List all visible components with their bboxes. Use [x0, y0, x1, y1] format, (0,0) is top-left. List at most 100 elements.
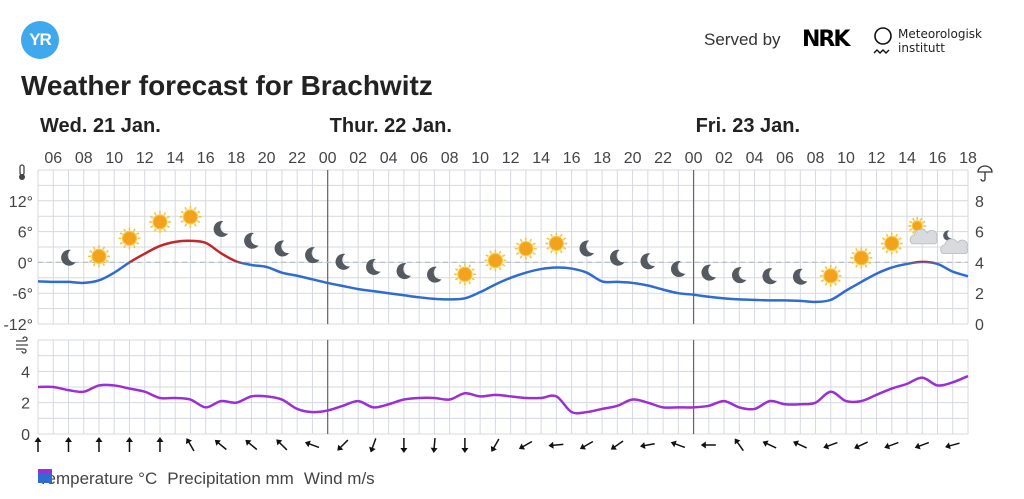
sun-ray — [909, 228, 913, 232]
sun-icon — [819, 264, 842, 287]
sun-ray — [550, 233, 554, 238]
sun-ray — [562, 237, 567, 241]
hour-label: 20 — [258, 150, 276, 167]
umbrella-shape — [977, 165, 993, 182]
yr-logo[interactable]: YR — [21, 21, 59, 59]
sun-ray — [458, 280, 462, 285]
sun-ray — [529, 255, 533, 259]
legend-wind[interactable]: Wind m/s — [38, 469, 375, 489]
sun-ray — [150, 215, 154, 219]
wind-direction-arrow-icon — [854, 441, 868, 450]
sun-ray — [546, 237, 550, 241]
sun-icon — [484, 249, 507, 272]
hour-label: 16 — [563, 150, 581, 167]
sun-icon — [118, 227, 141, 250]
sun-ray — [180, 220, 184, 224]
sun-icon — [148, 210, 171, 233]
precip-axis-tick: 8 — [975, 194, 984, 211]
hour-label: 08 — [441, 150, 459, 167]
sun-ray — [196, 210, 201, 214]
sun-ray — [471, 277, 475, 281]
arrow-head — [490, 445, 497, 452]
arrow-head — [793, 440, 800, 447]
sun-ray — [92, 246, 96, 250]
sun-ray — [824, 265, 828, 270]
grid — [37, 339, 969, 435]
moon-shape — [701, 264, 717, 281]
sun-icon — [545, 232, 568, 255]
sun-ray — [851, 261, 855, 265]
arrow-head — [276, 439, 283, 446]
sun-disc — [91, 248, 107, 264]
sun-ray — [895, 233, 898, 238]
sun-ray — [468, 280, 472, 285]
legend-precipitation[interactable]: Precipitation mm — [38, 469, 294, 489]
hour-label: 08 — [75, 150, 93, 167]
wind-direction-arrow-icon — [125, 437, 133, 452]
day-label: Fri. 23 Jan. — [696, 115, 801, 137]
wind-direction-arrow-icon — [461, 438, 469, 453]
arrow-head — [245, 439, 252, 446]
moon-icon — [640, 253, 656, 270]
sun-disc — [518, 241, 534, 257]
sun-ray — [123, 244, 127, 249]
arrow-head — [945, 442, 951, 450]
sun-ray — [550, 250, 554, 254]
sun-ray — [559, 233, 563, 238]
arrow-head — [125, 437, 133, 442]
sun-ray — [895, 250, 898, 254]
wind-direction-arrow-icon — [276, 439, 288, 451]
hour-label: 20 — [624, 150, 642, 167]
sun-disc — [823, 268, 839, 284]
nrk-logo[interactable]: NRK — [802, 27, 850, 52]
moon-icon — [762, 268, 778, 285]
moon-icon — [427, 266, 442, 283]
sun-ray — [132, 228, 136, 232]
wind-direction-arrow-icon — [95, 437, 103, 452]
wind-direction-arrow-icon — [337, 439, 349, 451]
sun-ray — [184, 206, 188, 211]
temp-axis-tick: -12° — [3, 317, 33, 334]
moon-icon — [701, 264, 717, 281]
sun-ray — [501, 254, 506, 258]
moon-icon — [731, 267, 747, 284]
sun-ray — [922, 220, 926, 224]
sun-ray — [912, 230, 915, 235]
met-institutt-icon — [873, 27, 892, 54]
chart-legend: Temperature °C Precipitation mm Wind m/s — [38, 469, 379, 489]
hour-label: 16 — [197, 150, 215, 167]
temp-axis-tick: 12° — [9, 194, 33, 211]
legend-wind-label: Wind m/s — [303, 469, 375, 488]
sun-ray — [89, 259, 93, 263]
sun-ray — [498, 267, 502, 271]
moon-shape — [579, 240, 595, 257]
arrow-head — [400, 448, 408, 453]
wind-direction-arrow-icon — [639, 442, 655, 449]
temperature-line-warm — [127, 239, 937, 263]
arrow-head — [156, 437, 164, 442]
wind-line — [37, 374, 969, 415]
met-institutt-logo[interactable]: Meteorologisk institutt — [898, 27, 982, 55]
thermometer-stem — [19, 164, 25, 176]
wind-direction-arrow-icon — [762, 440, 777, 449]
temp-axis-tick: -6° — [12, 286, 33, 303]
arrow-head — [854, 443, 861, 450]
sun-ray — [532, 242, 536, 246]
sun-ray — [864, 247, 868, 252]
hour-label: 14 — [532, 150, 550, 167]
moon-shape — [274, 240, 290, 257]
moon-icon — [366, 258, 381, 275]
arrow-head — [95, 437, 103, 442]
hour-label: 06 — [776, 150, 794, 167]
moon-icon — [305, 247, 320, 264]
arrow-head — [337, 444, 344, 451]
sun-disc — [884, 235, 900, 252]
wind-direction-arrow-icon — [945, 442, 960, 450]
hour-label: 04 — [380, 150, 398, 167]
sun-ray — [834, 265, 837, 270]
sun-ray — [881, 237, 886, 241]
arrow-head — [762, 440, 769, 447]
legend-temperature[interactable]: Temperature °C — [38, 469, 157, 489]
sun-ray — [834, 282, 837, 286]
page-title: Weather forecast for Brachwitz — [21, 70, 433, 101]
